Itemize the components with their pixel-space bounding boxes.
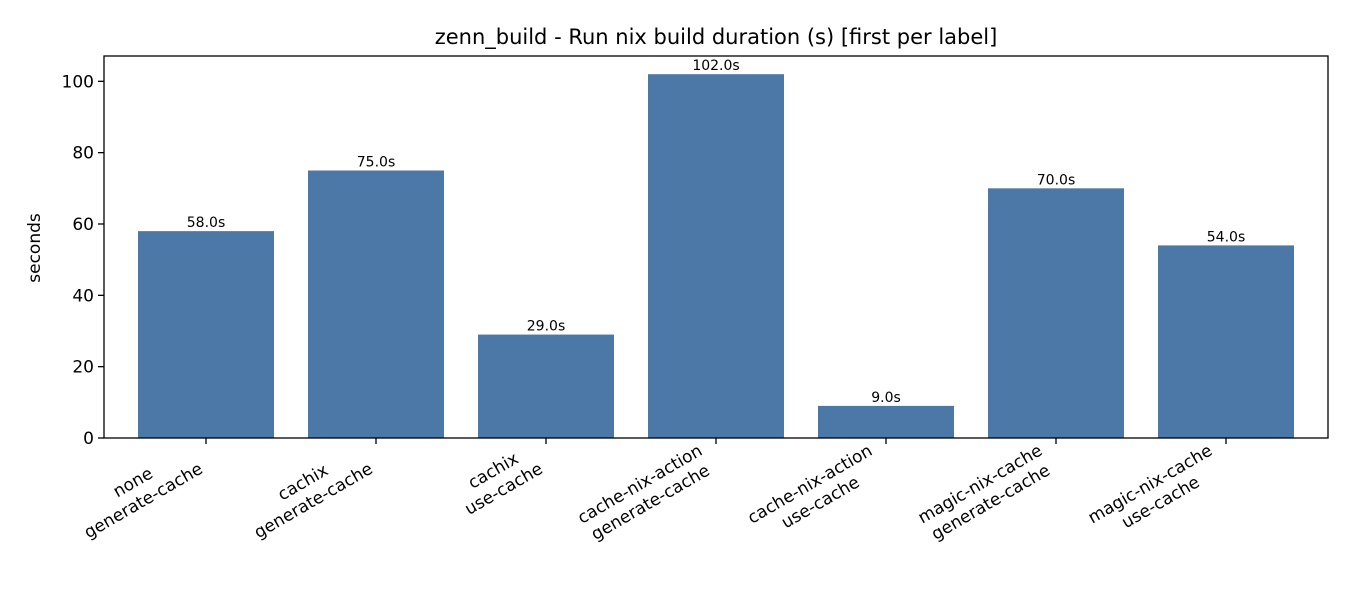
bar xyxy=(308,170,444,439)
y-tick-label: 20 xyxy=(72,358,94,378)
bar xyxy=(648,74,784,438)
bar xyxy=(988,188,1124,438)
x-tick-label: cache-nix-actionuse-cache xyxy=(744,441,886,547)
data-labels-group: 58.0s 75.0s 29.0s 102.0s 9.0s 70.0s 54.0s xyxy=(187,58,1245,406)
bars-group xyxy=(138,74,1294,439)
y-tick-label: 0 xyxy=(83,429,94,449)
data-label: 29.0s xyxy=(527,319,565,335)
y-tick-label: 100 xyxy=(62,72,94,92)
data-label: 102.0s xyxy=(692,58,739,74)
x-tick-label: cachixuse-cache xyxy=(451,441,546,520)
y-axis-label: seconds xyxy=(25,213,45,283)
data-label: 70.0s xyxy=(1037,172,1075,188)
x-tick-label: nonegenerate-cache xyxy=(70,441,206,543)
y-tick-label: 40 xyxy=(72,286,94,306)
x-tick-label: magic-nix-cacheuse-cache xyxy=(1085,441,1227,547)
x-tick-label: magic-nix-cachegenerate-cache xyxy=(915,441,1057,547)
x-tick-label: cache-nix-actiongenerate-cache xyxy=(574,441,716,547)
y-axis: 0 20 40 60 80 100 xyxy=(62,72,104,449)
bar xyxy=(818,405,954,438)
x-tick-label: cachixgenerate-cache xyxy=(240,441,376,543)
x-axis: nonegenerate-cache cachixgenerate-cache ca… xyxy=(70,438,1227,547)
data-label: 54.0s xyxy=(1207,229,1245,245)
bar xyxy=(1158,245,1294,438)
data-label: 75.0s xyxy=(357,154,395,170)
plot-frame xyxy=(103,55,1329,439)
data-label: 58.0s xyxy=(187,215,225,231)
bar xyxy=(138,231,274,438)
y-tick-label: 60 xyxy=(72,215,94,235)
chart-title: zenn_build - Run nix build duration (s) … xyxy=(435,25,998,50)
y-tick-label: 80 xyxy=(72,144,94,164)
bar xyxy=(478,334,614,438)
data-label: 9.0s xyxy=(871,390,901,406)
